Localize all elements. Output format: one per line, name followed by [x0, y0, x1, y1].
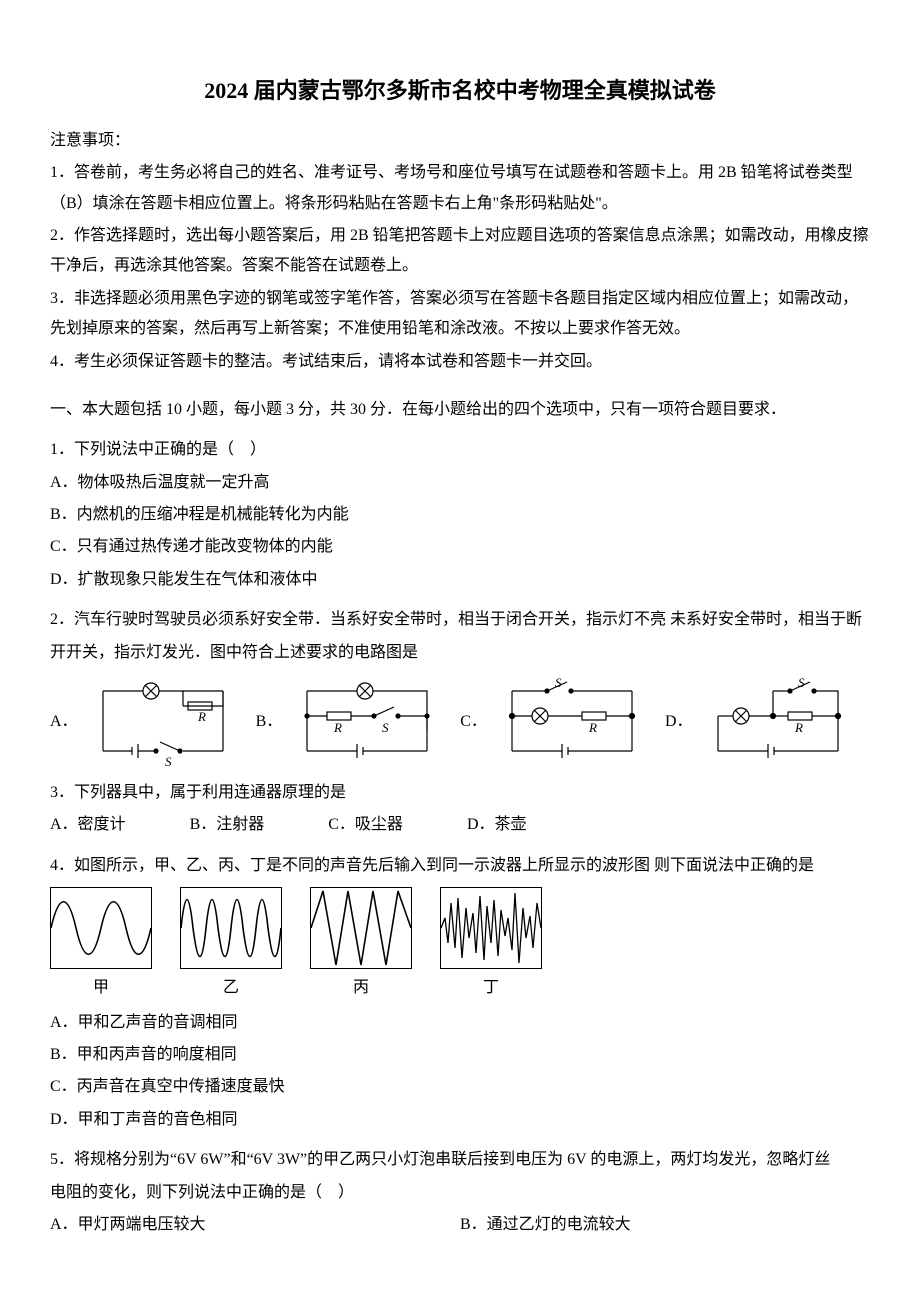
svg-text:S: S	[798, 676, 805, 690]
circuit-d-icon: S R	[703, 676, 853, 768]
svg-text:S: S	[165, 754, 172, 768]
wave-caption: 丙	[310, 973, 412, 1003]
waveform-ding-icon	[440, 887, 542, 969]
q3-stem: 3．下列器具中，属于利用连通器原理的是	[50, 778, 870, 808]
notice-item: 3．非选择题必须用黑色字迹的钢笔或签字笔作答，答案必须写在答题卡各题目指定区域内…	[50, 284, 870, 345]
q2-label-d: D．	[665, 707, 693, 737]
circuit-a-icon: R S	[88, 676, 238, 768]
q1-opt-a: A．物体吸热后温度就一定升高	[50, 468, 870, 498]
q1-opt-c: C．只有通过热传递才能改变物体的内能	[50, 532, 870, 562]
wave-item-bing: 丙	[310, 887, 412, 1003]
svg-text:R: R	[588, 720, 597, 735]
q2-label-b: B．	[256, 707, 283, 737]
wave-caption: 乙	[180, 973, 282, 1003]
exam-page: 2024 届内蒙古鄂尔多斯市名校中考物理全真模拟试卷 注意事项： 1．答卷前，考…	[0, 0, 920, 1302]
wave-item-ding: 丁	[440, 887, 542, 1003]
q1-opt-d: D．扩散现象只能发生在气体和液体中	[50, 565, 870, 595]
notice-heading: 注意事项：	[50, 126, 870, 156]
q5-stem-line2: 电阻的变化，则下列说法中正确的是（ ）	[50, 1178, 870, 1208]
waveform-bing-icon	[310, 887, 412, 969]
page-title: 2024 届内蒙古鄂尔多斯市名校中考物理全真模拟试卷	[50, 70, 870, 112]
waveform-jia-icon	[50, 887, 152, 969]
q4-wave-row: 甲 乙 丙 丁	[50, 887, 870, 1003]
q3-opt-c: C．吸尘器	[328, 810, 403, 840]
question-3: 3．下列器具中，属于利用连通器原理的是 A．密度计 B．注射器 C．吸尘器 D．…	[50, 778, 870, 841]
q5-opt-a: A．甲灯两端电压较大	[50, 1210, 460, 1240]
waveform-yi-icon	[180, 887, 282, 969]
svg-text:R: R	[794, 720, 803, 735]
wave-caption: 甲	[50, 973, 152, 1003]
svg-text:R: R	[333, 720, 342, 735]
q1-stem: 1．下列说法中正确的是（ ）	[50, 435, 870, 465]
svg-text:S: S	[555, 676, 562, 690]
notice-item: 4．考生必须保证答题卡的整洁。考试结束后，请将本试卷和答题卡一并交回。	[50, 347, 870, 377]
q3-opt-a: A．密度计	[50, 810, 126, 840]
wave-item-yi: 乙	[180, 887, 282, 1003]
q2-label-c: C．	[460, 707, 487, 737]
q3-options: A．密度计 B．注射器 C．吸尘器 D．茶壶	[50, 810, 870, 840]
q1-opt-b: B．内燃机的压缩冲程是机械能转化为内能	[50, 500, 870, 530]
q3-opt-d: D．茶壶	[467, 810, 527, 840]
question-4: 4．如图所示，甲、乙、丙、丁是不同的声音先后输入到同一示波器上所显示的波形图 则…	[50, 851, 870, 1135]
circuit-b-icon: R S	[292, 676, 442, 768]
q2-circuit-row: A．	[50, 676, 870, 768]
q4-opt-c: C．丙声音在真空中传播速度最快	[50, 1072, 870, 1102]
circuit-c-icon: S R	[497, 676, 647, 768]
q5-options-row: A．甲灯两端电压较大 B．通过乙灯的电流较大	[50, 1210, 870, 1240]
q2-stem-line1: 2．汽车行驶时驾驶员必须系好安全带．当系好安全带时，相当于闭合开关，指示灯不亮 …	[50, 605, 870, 635]
question-5: 5．将规格分别为“6V 6W”和“6V 3W”的甲乙两只小灯泡串联后接到电压为 …	[50, 1145, 870, 1240]
q5-opt-b: B．通过乙灯的电流较大	[460, 1210, 870, 1240]
wave-caption: 丁	[440, 973, 542, 1003]
q3-opt-b: B．注射器	[190, 810, 265, 840]
notice-item: 2．作答选择题时，选出每小题答案后，用 2B 铅笔把答题卡上对应题目选项的答案信…	[50, 221, 870, 282]
wave-item-jia: 甲	[50, 887, 152, 1003]
q2-label-a: A．	[50, 707, 78, 737]
q4-opt-d: D．甲和丁声音的音色相同	[50, 1105, 870, 1135]
svg-text:R: R	[197, 709, 206, 724]
q4-opt-a: A．甲和乙声音的音调相同	[50, 1008, 870, 1038]
svg-text:S: S	[382, 720, 389, 735]
section-heading: 一、本大题包括 10 小题，每小题 3 分，共 30 分．在每小题给出的四个选项…	[50, 395, 870, 425]
question-1: 1．下列说法中正确的是（ ） A．物体吸热后温度就一定升高 B．内燃机的压缩冲程…	[50, 435, 870, 595]
question-2: 2．汽车行驶时驾驶员必须系好安全带．当系好安全带时，相当于闭合开关，指示灯不亮 …	[50, 605, 870, 768]
q2-stem-line2: 开开关，指示灯发光．图中符合上述要求的电路图是	[50, 638, 870, 668]
notice-item: 1．答卷前，考生务必将自己的姓名、准考证号、考场号和座位号填写在试题卷和答题卡上…	[50, 158, 870, 219]
q4-stem: 4．如图所示，甲、乙、丙、丁是不同的声音先后输入到同一示波器上所显示的波形图 则…	[50, 851, 870, 881]
q4-opt-b: B．甲和丙声音的响度相同	[50, 1040, 870, 1070]
q5-stem-line1: 5．将规格分别为“6V 6W”和“6V 3W”的甲乙两只小灯泡串联后接到电压为 …	[50, 1145, 870, 1175]
